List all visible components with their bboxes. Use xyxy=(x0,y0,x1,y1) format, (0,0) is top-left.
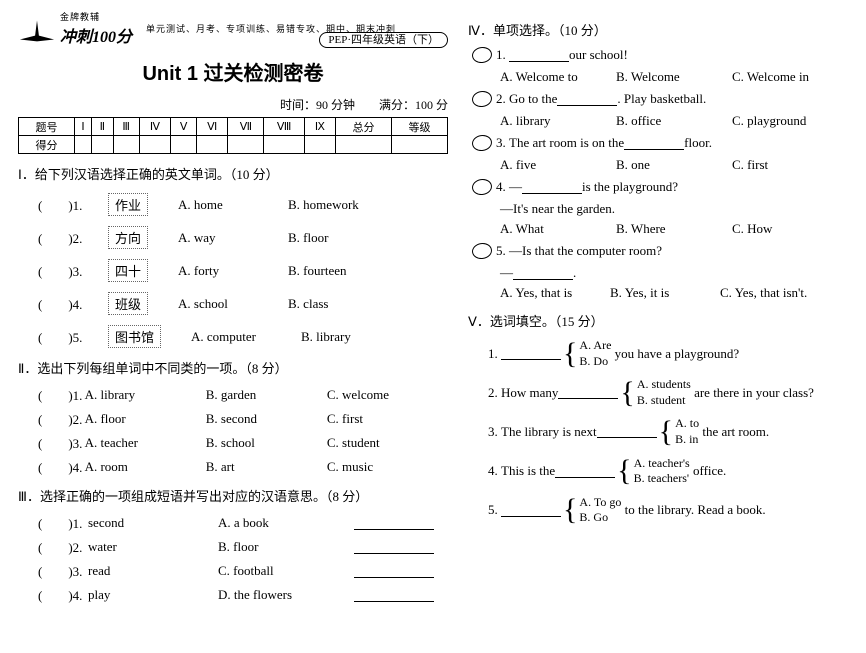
q-row: ( )3.四十A. fortyB. fourteen xyxy=(38,259,448,282)
pep-badge: PEP·四年级英语（下） xyxy=(319,32,448,48)
sec4-list: 1. our school! A. Welcome toB. WelcomeC.… xyxy=(472,47,848,301)
book-icon xyxy=(18,14,56,44)
q-row: ( )2.方向A. wayB. floor xyxy=(38,226,448,249)
q-row: ( )1.作业A. homeB. homework xyxy=(38,193,448,216)
bubble-icon[interactable] xyxy=(471,178,493,197)
sec1-title: Ⅰ．给下列汉语选择正确的英文单词。（10 分） xyxy=(18,164,448,183)
score-table: 题号 Ⅰ Ⅱ Ⅲ Ⅳ Ⅴ Ⅵ Ⅶ Ⅷ Ⅸ 总分 等级 得分 xyxy=(18,117,448,154)
page-title: Unit 1 过关检测密卷 xyxy=(18,57,448,86)
sec4-title: Ⅳ．单项选择。（10 分） xyxy=(468,20,848,39)
sec2-title: Ⅱ．选出下列每组单词中不同类的一项。（8 分） xyxy=(18,358,448,377)
brand: 冲刺100分 xyxy=(60,23,132,47)
q-row: ( )5.图书馆A. computerB. library xyxy=(38,325,448,348)
bubble-icon[interactable] xyxy=(471,134,493,153)
brand-small: 金牌教辅 xyxy=(60,10,132,23)
sec3-list: ( )1.secondA. a book ( )2.waterB. floor … xyxy=(18,513,448,604)
logo: 金牌教辅 冲刺100分 xyxy=(18,10,132,47)
bubble-icon[interactable] xyxy=(471,242,493,261)
q-row: ( )4.班级A. schoolB. class xyxy=(38,292,448,315)
sec3-title: Ⅲ．选择正确的一项组成短语并写出对应的汉语意思。（8 分） xyxy=(18,486,448,505)
bubble-icon[interactable] xyxy=(471,46,493,65)
sec1-list: ( )1.作业A. homeB. homework ( )2.方向A. wayB… xyxy=(18,193,448,348)
bubble-icon[interactable] xyxy=(471,90,493,109)
sec2-list: ( )1.A. libraryB. gardenC. welcome ( )2.… xyxy=(18,385,448,476)
score-head: 题号 xyxy=(19,118,75,136)
timing: 时间：90 分钟 满分：100 分 xyxy=(18,96,448,113)
sec5-title: Ⅴ．选词填空。（15 分） xyxy=(468,311,848,330)
sec5-list: 1. {A. AreB. Do you have a playground? 2… xyxy=(468,338,848,526)
